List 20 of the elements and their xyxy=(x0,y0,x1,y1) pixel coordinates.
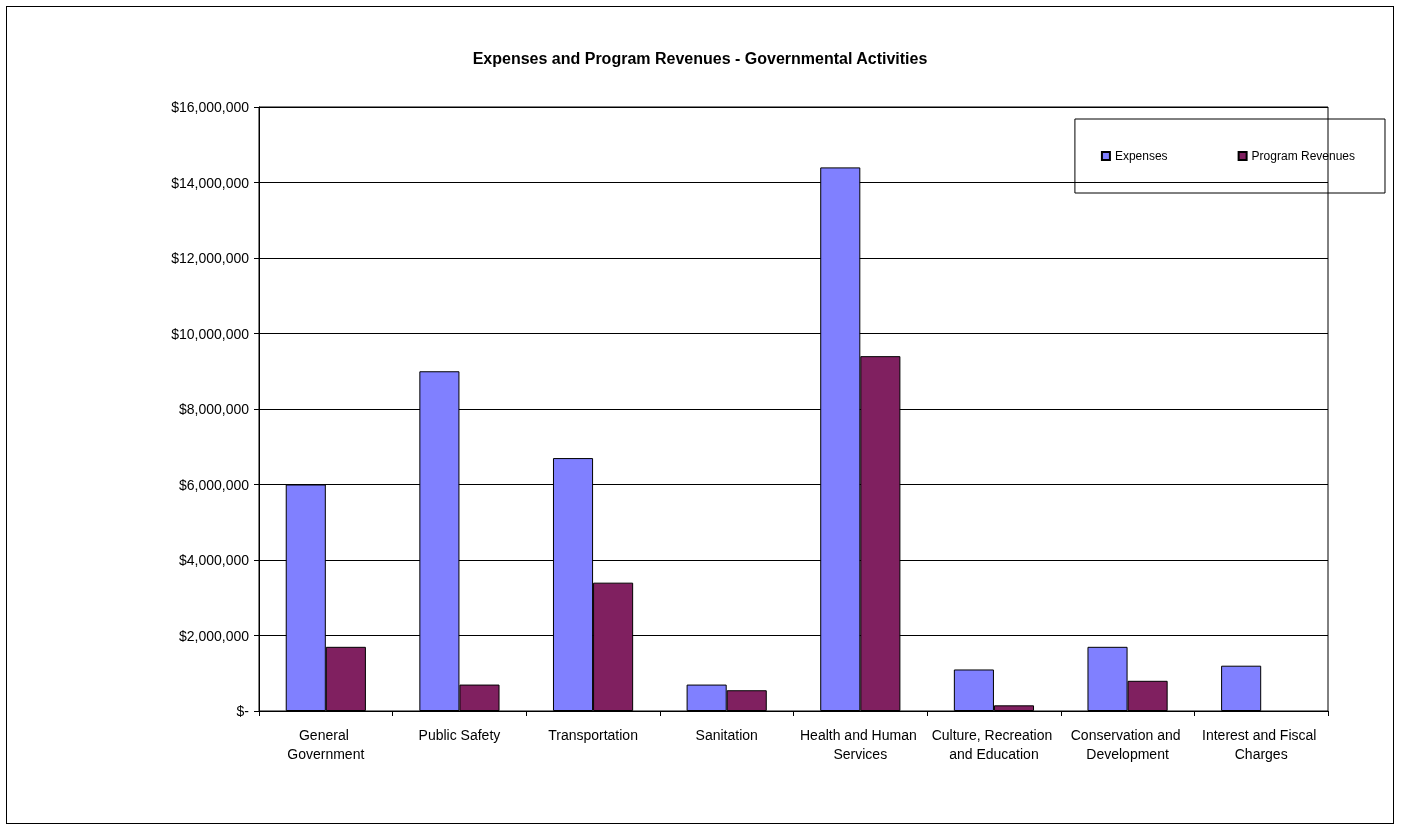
y-tick-label: $- xyxy=(236,703,250,719)
legend-label: Expenses xyxy=(1114,149,1168,163)
chart-title: Expenses and Program Revenues - Governmental Activities xyxy=(472,49,928,67)
x-tick-label: Transportation xyxy=(548,726,638,743)
x-tick-label: Culture, Recreation and Education xyxy=(931,726,1057,762)
x-tick-label: Interest and Fiscal Charges xyxy=(1202,726,1321,762)
y-tick-label: $4,000,000 xyxy=(178,552,250,568)
legend-label: Program Revenues xyxy=(1251,149,1356,163)
x-tick-label: Health and Human Services xyxy=(799,726,921,762)
y-tick-label: $10,000,000 xyxy=(171,325,250,342)
y-tick-label: $6,000,000 xyxy=(178,476,250,493)
y-tick-label: $14,000,000 xyxy=(171,174,250,191)
x-tick-label: General Government xyxy=(287,726,365,762)
y-tick-label: $12,000,000 xyxy=(171,250,250,266)
y-tick-label: $8,000,000 xyxy=(178,401,250,417)
x-tick-label: Sanitation xyxy=(695,726,758,743)
y-tick-label: $2,000,000 xyxy=(178,627,250,644)
y-tick-label: $16,000,000 xyxy=(171,99,250,115)
x-tick-label: Conservation and Development xyxy=(1070,726,1185,762)
x-tick-label: Public Safety xyxy=(418,726,501,743)
